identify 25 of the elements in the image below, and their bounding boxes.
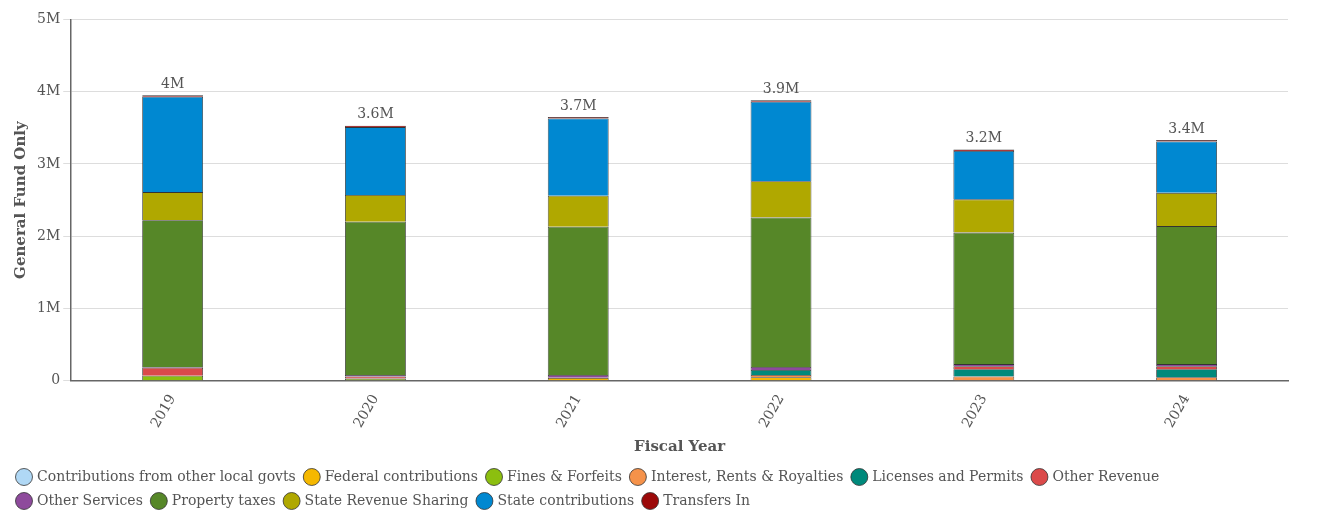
y-tick-label: 1M — [36, 299, 61, 316]
legend-label: Fines & Forfeits — [507, 467, 622, 484]
total-label: 3.4M — [1168, 119, 1205, 136]
y-tick-label: 3M — [36, 154, 61, 171]
y-tick-label: 4M — [36, 82, 61, 99]
legend-label: Interest, Rents & Royalties — [650, 467, 844, 484]
y-axis-title: General Fund Only — [10, 119, 29, 279]
legend-label: State contributions — [497, 491, 635, 508]
legend-label: Contributions from other local govts — [37, 467, 296, 484]
legend-label: Transfers In — [663, 491, 751, 508]
total-label: 3.9M — [762, 79, 800, 96]
legend-label: Federal contributions — [324, 467, 479, 484]
total-label: 3.7M — [559, 96, 597, 113]
legend-label: Other Revenue — [1052, 467, 1160, 484]
y-tick-label: 2M — [36, 226, 61, 243]
x-axis-title: Fiscal Year — [634, 436, 727, 455]
legend-label: Other Services — [37, 491, 143, 508]
total-label: 3.2M — [965, 129, 1003, 146]
total-label: 3.6M — [357, 105, 394, 122]
y-tick-label: 0 — [51, 371, 61, 388]
legend-label: State Revenue Sharing — [304, 491, 469, 508]
legend-label: Property taxes — [171, 491, 276, 508]
legend-label: Licenses and Permits — [872, 467, 1024, 484]
total-label: 4M — [161, 74, 185, 91]
y-tick-label: 5M — [36, 10, 61, 27]
